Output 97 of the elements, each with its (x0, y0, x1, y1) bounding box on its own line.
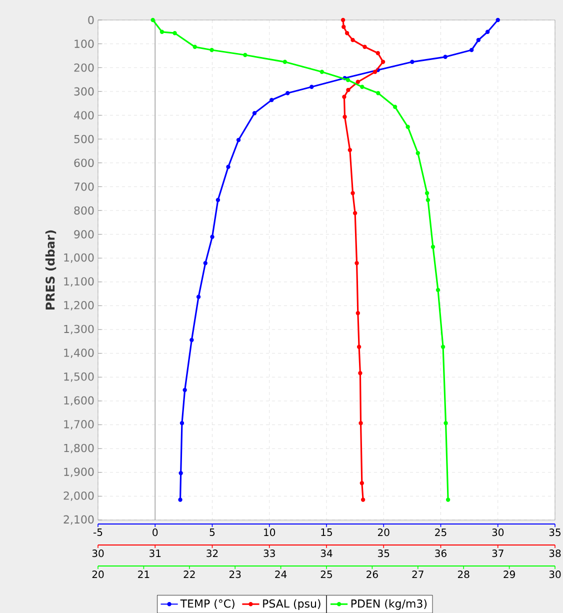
y-tick-label: 1,200 (64, 301, 94, 310)
x-tick-label: 35 (549, 528, 560, 536)
point (210, 234, 214, 240)
x2-tick-label: 37 (492, 550, 504, 558)
x-tick-label: 24 (275, 570, 287, 578)
y-tick-label: 900 (74, 230, 94, 238)
x2-tick-label: 32 (206, 550, 218, 558)
point (410, 60, 414, 64)
y-axis-title: PRES (dbar) (45, 230, 56, 310)
point (443, 54, 448, 60)
point (426, 198, 430, 202)
x2-tick-label: 38 (549, 550, 561, 558)
y-tick-label: 1,300 (64, 324, 94, 334)
x-tick-label: 5 (210, 528, 215, 536)
x-tick-label: 10 (264, 528, 276, 536)
point (436, 288, 440, 292)
point (469, 48, 474, 52)
point (476, 38, 481, 42)
point (310, 84, 314, 90)
point (236, 138, 241, 142)
x-tick-label: 29 (504, 570, 515, 578)
x-tick-label: 22 (184, 570, 195, 578)
x-tick-label: 20 (92, 570, 104, 578)
y-tick-label: 1,400 (64, 348, 94, 358)
point (180, 421, 184, 426)
point (190, 338, 194, 342)
y-tick-label: 2,100 (64, 515, 94, 525)
x-tick-label: 26 (366, 570, 378, 578)
x2-tick-label: 31 (150, 550, 161, 558)
point (282, 60, 288, 64)
y-tick-label: 2,000 (64, 491, 94, 501)
y-tick-label: 1,800 (64, 444, 94, 454)
x2-tick-label: 33 (264, 550, 275, 558)
point (416, 151, 420, 156)
point (150, 18, 155, 22)
point (172, 31, 177, 36)
y-tick-label: 1,000 (64, 253, 94, 263)
y-tick-label: 400 (74, 111, 94, 120)
point (270, 98, 274, 102)
y-tick-label: 200 (74, 63, 94, 72)
x-tick-label: 21 (138, 570, 150, 578)
x-tick-label: 28 (458, 570, 470, 578)
point (178, 471, 183, 476)
y-tick-label: 700 (74, 182, 94, 191)
x-tick-label: -5 (94, 528, 102, 536)
point (360, 84, 364, 90)
x-tick-label: 25 (320, 570, 332, 578)
x2-tick-label: 35 (378, 550, 390, 558)
x-tick-label: 20 (378, 528, 390, 536)
x-tick-label: 30 (549, 570, 561, 578)
y-tick-label: 1,600 (64, 396, 94, 406)
point (178, 498, 182, 502)
point (203, 261, 208, 266)
point (424, 191, 430, 196)
x2-tick-label: 36 (435, 550, 446, 558)
point (252, 111, 257, 116)
x-tick-label: 0 (152, 528, 158, 536)
y-tick-label: 0 (88, 16, 94, 24)
x-tick-label: 15 (321, 528, 332, 536)
point (286, 90, 290, 96)
point (192, 44, 197, 50)
y-tick-label: 500 (74, 134, 94, 144)
point (210, 48, 214, 52)
legend-label: PDEN (kg/m3) (351, 599, 427, 610)
legend-label: PSAL (psu) (263, 599, 320, 610)
point (216, 198, 220, 202)
y-tick-label: 800 (74, 206, 94, 215)
point (196, 294, 201, 300)
point (496, 18, 500, 22)
x-tick-label: 27 (412, 570, 424, 578)
point (446, 498, 450, 502)
point (320, 70, 324, 74)
point (406, 124, 410, 130)
y-tick-label: 1,500 (64, 372, 94, 382)
point (392, 104, 398, 110)
point (160, 30, 164, 34)
x-tick-label: 25 (435, 528, 446, 536)
x-tick-label: 23 (229, 570, 241, 578)
y-tick-label: 100 (74, 40, 94, 48)
point (485, 30, 490, 34)
point (243, 52, 248, 58)
point (430, 244, 436, 250)
legend-label: TEMP (°C) (180, 599, 234, 609)
y-tick-label: 1,700 (64, 420, 94, 430)
y-tick-label: 300 (74, 87, 94, 96)
point (444, 421, 448, 426)
y-tick-label: 1,100 (64, 277, 94, 287)
point (346, 78, 350, 82)
point (376, 90, 380, 96)
y-tick-label: 600 (74, 158, 94, 168)
x2-tick-label: 34 (320, 550, 332, 558)
x-tick-label: 30 (492, 528, 504, 536)
y-tick-label: 1,900 (64, 468, 94, 478)
point (182, 388, 187, 392)
point (226, 164, 230, 170)
x2-tick-label: 30 (92, 550, 104, 558)
point (440, 344, 446, 350)
